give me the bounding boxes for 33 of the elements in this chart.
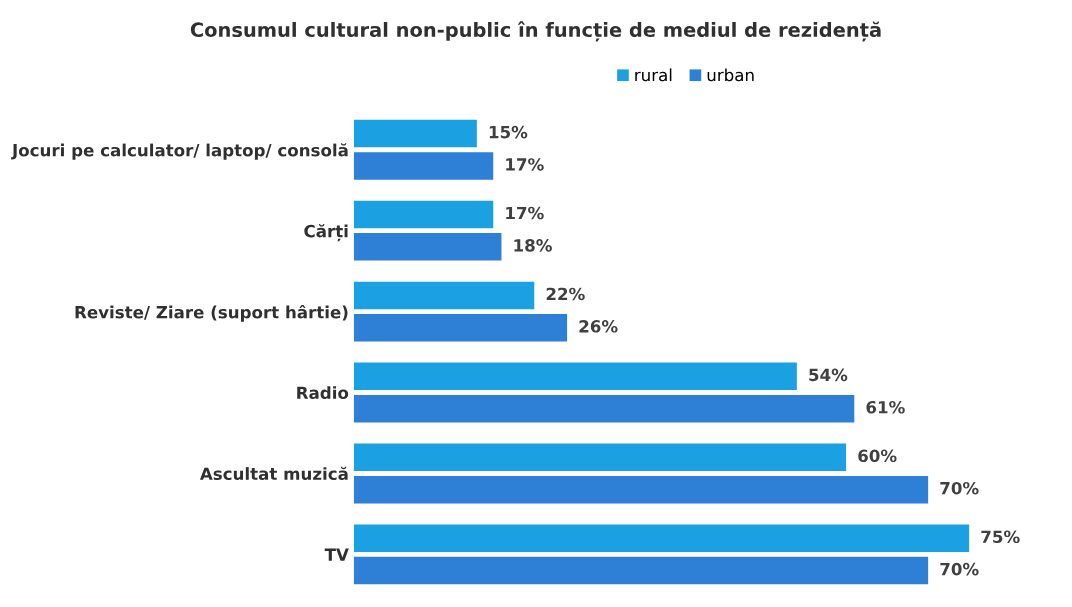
- data-label: 18%: [514, 239, 552, 252]
- bar: [353, 200, 494, 229]
- data-label: 60%: [858, 449, 897, 463]
- bar: [353, 394, 855, 423]
- data-label: 70%: [940, 481, 979, 495]
- data-label: 75%: [981, 530, 1020, 544]
- data-label: 70%: [940, 562, 979, 576]
- bar: [353, 443, 847, 472]
- chart-title: Consumul cultural non-public în funcție de mediul de rezidență: [190, 21, 881, 42]
- data-label: 22%: [546, 287, 585, 301]
- bar: [353, 233, 502, 261]
- y-tick-label: Cărți: [304, 224, 348, 242]
- bar: [353, 119, 477, 148]
- bar: [353, 524, 970, 552]
- bar: [353, 152, 494, 180]
- bar: [353, 556, 929, 585]
- legend-label: urban: [707, 68, 754, 82]
- y-tick-label: Ascultat muzică: [199, 466, 348, 481]
- bar: [353, 362, 797, 391]
- legend-label: rural: [635, 68, 672, 82]
- data-label: 17%: [506, 158, 544, 171]
- bar: [353, 314, 568, 342]
- data-label: 26%: [579, 320, 618, 333]
- data-label: 17%: [506, 206, 544, 220]
- y-tick-label: Reviste/ Ziare (suport hârtie): [75, 304, 348, 322]
- y-tick-label: TV: [324, 548, 349, 561]
- bar: [353, 281, 535, 310]
- y-tick-label: Radio: [297, 386, 349, 400]
- data-label: 61%: [866, 400, 905, 414]
- bar: [353, 475, 929, 504]
- y-tick-label: Jocuri pe calculator/ laptop/ consolă: [11, 143, 348, 160]
- data-label: 15%: [489, 125, 528, 139]
- data-label: 54%: [809, 368, 848, 382]
